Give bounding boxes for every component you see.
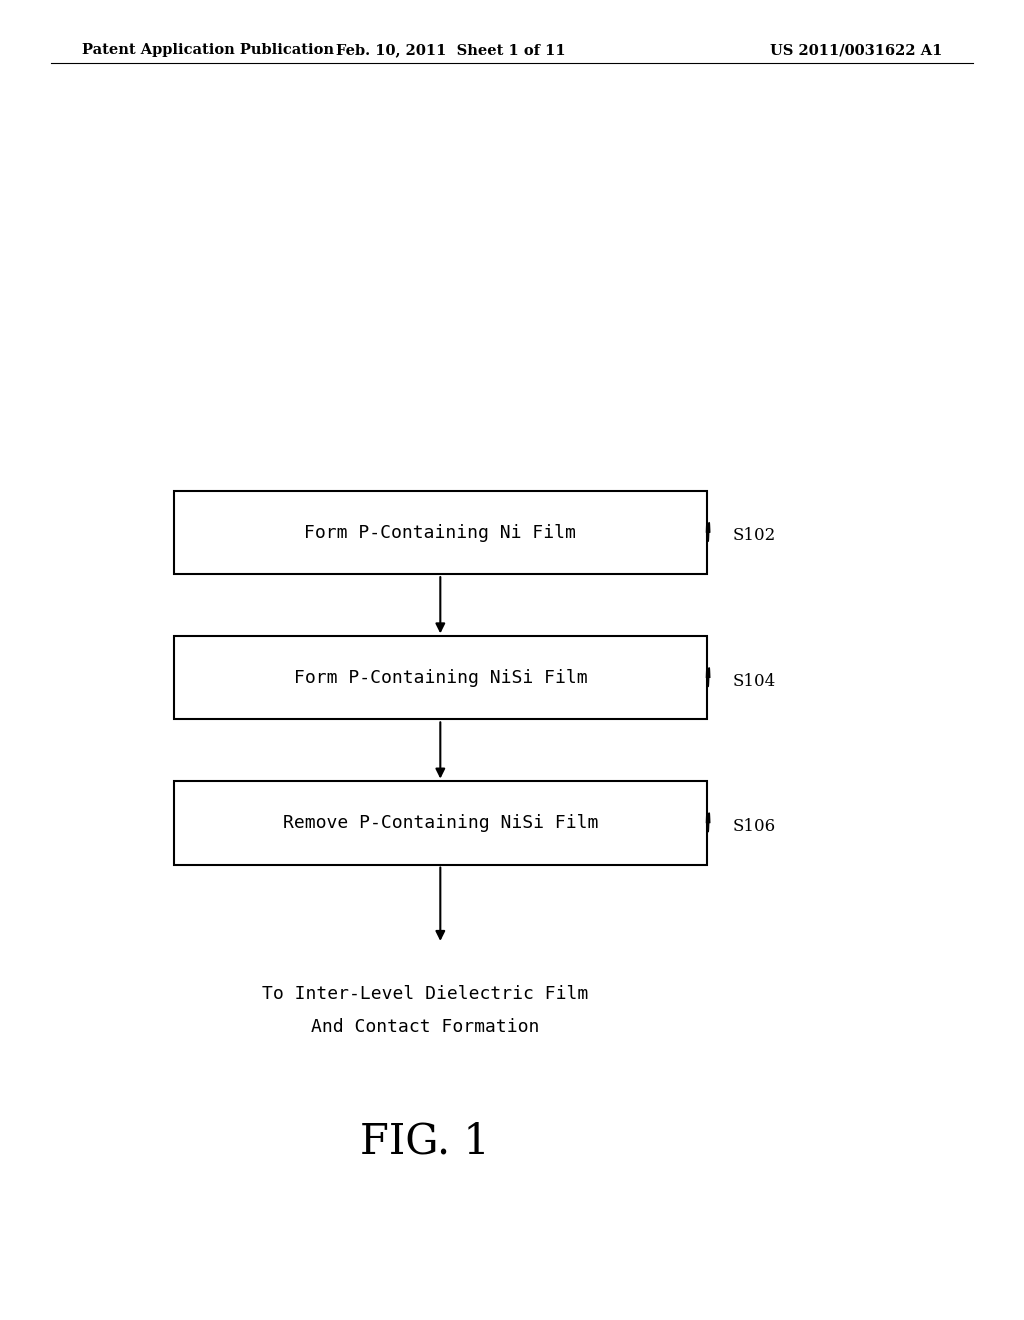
Text: S104: S104 (732, 673, 775, 689)
Text: Feb. 10, 2011  Sheet 1 of 11: Feb. 10, 2011 Sheet 1 of 11 (336, 44, 565, 57)
Bar (174, 491, 707, 574)
Text: Remove P-Containing NiSi Film: Remove P-Containing NiSi Film (283, 814, 598, 832)
Text: And Contact Formation: And Contact Formation (310, 1018, 540, 1036)
Text: Patent Application Publication: Patent Application Publication (82, 44, 334, 57)
Text: US 2011/0031622 A1: US 2011/0031622 A1 (770, 44, 942, 57)
Text: S106: S106 (732, 818, 775, 834)
Text: S102: S102 (732, 528, 775, 544)
Text: To Inter-Level Dielectric Film: To Inter-Level Dielectric Film (262, 985, 588, 1003)
Text: Form P-Containing Ni Film: Form P-Containing Ni Film (304, 524, 577, 541)
Bar (174, 781, 707, 865)
Bar (174, 636, 707, 719)
Text: Form P-Containing NiSi Film: Form P-Containing NiSi Film (294, 669, 587, 686)
Text: FIG. 1: FIG. 1 (360, 1121, 489, 1163)
